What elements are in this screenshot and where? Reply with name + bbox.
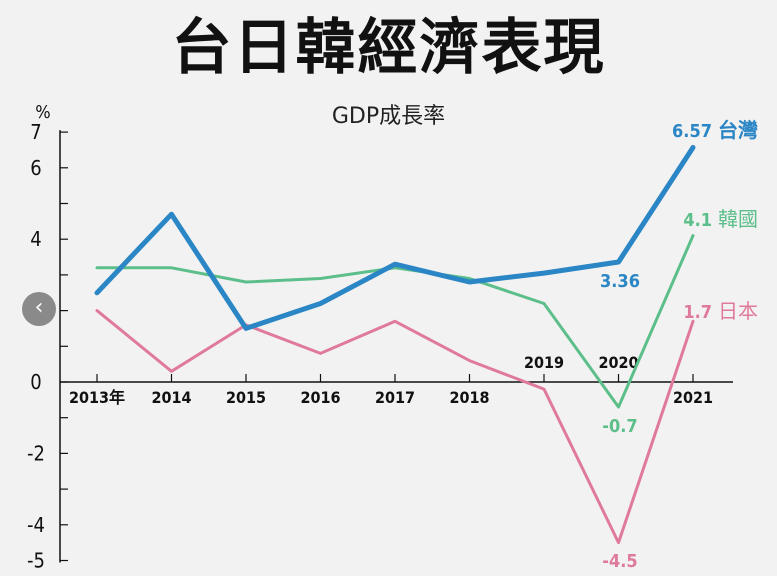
x-tick-label: 2017 — [375, 388, 415, 407]
series-label-台灣: 台灣 — [718, 118, 758, 142]
value-label: 3.36 — [600, 271, 640, 292]
value-label: 6.57 — [672, 121, 712, 142]
x-tick-label: 2015 — [226, 388, 266, 407]
y-tick-label: 0 — [30, 370, 41, 394]
y-axis-unit: % — [35, 102, 50, 123]
x-tick-label: 2021 — [673, 388, 713, 407]
series-line-韓國 — [95, 234, 695, 409]
x-tick-label: 2018 — [449, 388, 489, 407]
y-tick-label: 6 — [30, 156, 41, 180]
x-tick-label: 2020 — [598, 353, 638, 372]
chart-subtitle: GDP成長率 — [331, 104, 446, 129]
series-line-台灣 — [94, 145, 696, 331]
series-label-韓國: 韓國 — [718, 207, 758, 231]
value-label: 4.1 — [683, 210, 712, 231]
x-tick-label: 2019 — [524, 353, 564, 372]
previous-slide-button[interactable]: ‹ — [22, 292, 56, 326]
chart-title: 台日韓經濟表現 — [171, 13, 606, 83]
x-tick-label: 2013年 — [69, 388, 125, 407]
y-tick-label: -2 — [27, 441, 45, 465]
y-tick-label: 4 — [30, 227, 41, 251]
x-tick-label: 2014 — [151, 388, 191, 407]
y-tick-label: 7 — [30, 120, 41, 144]
x-tick-label: 2016 — [300, 388, 340, 407]
series-line-日本 — [95, 309, 695, 545]
value-label: -4.5 — [602, 551, 637, 572]
series-label-日本: 日本 — [718, 299, 758, 323]
value-label: -0.7 — [602, 416, 637, 437]
value-label: 1.7 — [683, 302, 712, 323]
y-tick-label: -4 — [27, 513, 45, 537]
y-tick-label: -5 — [27, 549, 45, 573]
